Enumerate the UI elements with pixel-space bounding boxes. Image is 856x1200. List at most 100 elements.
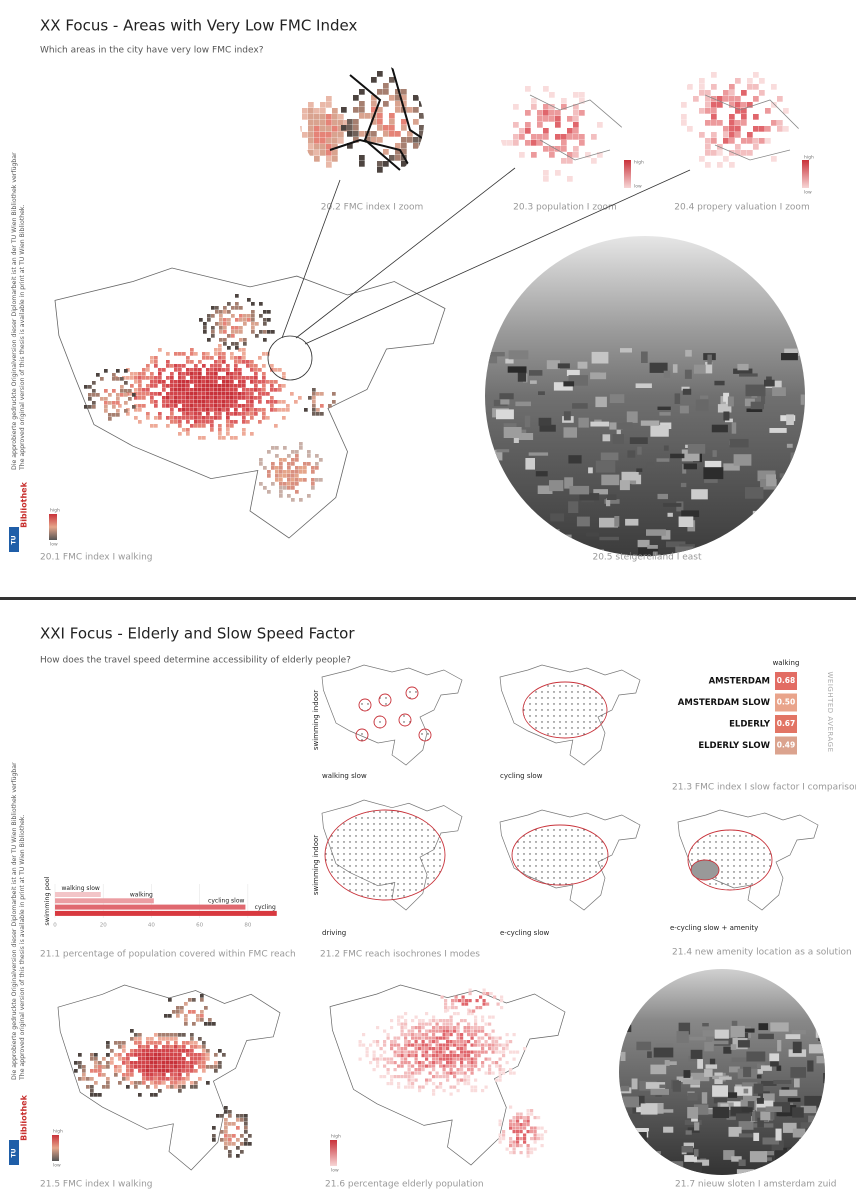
heat-cell: [190, 1049, 194, 1053]
heat-cell: [239, 318, 243, 322]
photo-building: [804, 535, 805, 540]
heat-cell: [393, 1068, 397, 1072]
photo-building: [761, 395, 766, 404]
heat-cell: [372, 1050, 376, 1054]
photo-building: [684, 1119, 702, 1125]
heat-cell: [753, 138, 759, 144]
heat-cell: [198, 396, 202, 400]
heat-cell: [435, 1040, 439, 1044]
heat-cell: [491, 1050, 495, 1054]
heat-cell: [98, 1061, 102, 1065]
value-cell: [775, 672, 797, 690]
photo-building: [729, 438, 749, 448]
photo-building: [816, 1056, 825, 1064]
heat-cell: [146, 412, 150, 416]
heat-cell: [505, 1061, 509, 1065]
heat-cell: [202, 376, 206, 380]
photo-building: [758, 1033, 774, 1040]
photo-building: [746, 1051, 766, 1062]
heat-cell: [711, 108, 717, 114]
photo-building: [756, 1098, 764, 1104]
heat-cell: [425, 1082, 429, 1086]
heat-cell: [275, 454, 279, 458]
heat-cell: [377, 137, 383, 143]
heat-cell: [525, 122, 531, 128]
heat-cell: [178, 420, 182, 424]
photo-building: [750, 401, 764, 410]
heat-cell: [519, 1130, 523, 1134]
heat-cell: [162, 1033, 166, 1037]
heat-cell: [220, 1130, 224, 1134]
heat-cell: [130, 1053, 134, 1057]
heat-cell: [262, 416, 266, 420]
heat-cell: [222, 396, 226, 400]
heat-cell: [192, 1010, 196, 1014]
heat-cell: [90, 1085, 94, 1089]
heat-cell: [549, 116, 555, 122]
heat-cell: [353, 137, 359, 143]
heat-cell: [404, 1054, 408, 1058]
heat-cell: [158, 376, 162, 380]
heat-cell: [190, 1069, 194, 1073]
heat-cell: [418, 1085, 422, 1089]
heat-cell: [283, 470, 287, 474]
heat-cell: [158, 1069, 162, 1073]
heat-cell: [134, 396, 138, 400]
heat-cell: [753, 84, 759, 90]
heat-cell: [295, 450, 299, 454]
heat-cell: [332, 108, 338, 114]
heat-cell: [182, 384, 186, 388]
heat-cell: [275, 446, 279, 450]
heat-cell: [170, 1049, 174, 1053]
heat-cell: [176, 1006, 180, 1010]
photo-building: [499, 508, 515, 518]
heat-cell: [549, 146, 555, 152]
photo-building: [714, 1029, 729, 1039]
heat-cell: [446, 1036, 450, 1040]
heat-cell: [218, 408, 222, 412]
heat-cell: [771, 84, 777, 90]
heat-cell: [365, 113, 371, 119]
map-label: e-cycling slow + amenity: [670, 924, 758, 932]
heat-cell: [162, 1053, 166, 1057]
heat-cell: [347, 125, 353, 131]
heat-cell: [219, 318, 223, 322]
heat-cell: [202, 408, 206, 412]
heat-cell: [303, 466, 307, 470]
heat-cell: [395, 101, 401, 107]
heat-cell: [126, 1085, 130, 1089]
heat-cell: [474, 1029, 478, 1033]
photo-building: [655, 1151, 661, 1155]
photo-building: [568, 455, 582, 464]
heat-cell: [224, 1142, 228, 1146]
heat-cell: [397, 1019, 401, 1023]
heat-cell: [729, 84, 735, 90]
heat-cell: [377, 107, 383, 113]
heat-cell: [212, 1134, 216, 1138]
heat-cell: [104, 401, 108, 405]
heat-cell: [226, 420, 230, 424]
photo-building: [787, 1148, 792, 1158]
heat-cell: [190, 1057, 194, 1061]
heat-cell: [124, 389, 128, 393]
heat-cell: [199, 318, 203, 322]
heat-cell: [222, 368, 226, 372]
heat-cell: [190, 1033, 194, 1037]
heat-cell: [747, 138, 753, 144]
heat-cell: [202, 1065, 206, 1069]
heat-cell: [250, 432, 254, 436]
photo-building: [538, 417, 552, 426]
heat-cell: [234, 420, 238, 424]
y-axis-label: swimming pool: [43, 876, 51, 925]
heat-cell: [194, 376, 198, 380]
heat-cell: [537, 1133, 541, 1137]
heat-cell: [130, 1081, 134, 1085]
heat-cell: [254, 396, 258, 400]
heat-cell: [484, 1050, 488, 1054]
photo-building: [720, 396, 726, 408]
heat-cell: [234, 400, 238, 404]
heat-cell: [463, 1082, 467, 1086]
heat-cell: [421, 1047, 425, 1051]
photo-building: [704, 1041, 714, 1052]
heat-cell: [432, 1015, 436, 1019]
